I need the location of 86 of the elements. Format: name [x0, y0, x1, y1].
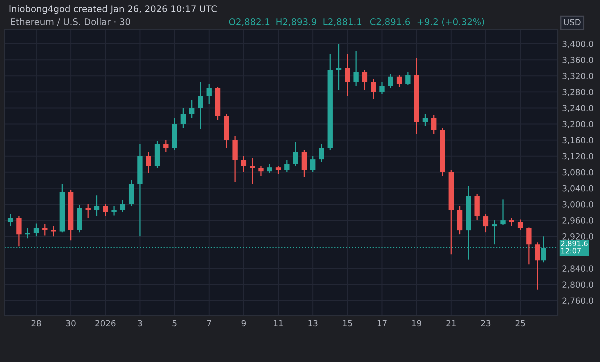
y-tick-label: 3,040.0 — [562, 185, 594, 193]
chart-title: Ethereum / U.S. Dollar · 30 — [11, 18, 130, 26]
x-tick-label: 13 — [308, 320, 318, 327]
candlestick — [250, 158, 256, 185]
x-tick-label: 23 — [481, 320, 491, 327]
candlestick — [164, 140, 169, 153]
x-tick-label: 11 — [274, 320, 284, 326]
x-tick-label: 21 — [446, 320, 456, 326]
candlestick — [293, 142, 298, 167]
text: H2,893.9 — [276, 18, 316, 26]
candlestick — [518, 219, 524, 232]
candlestick — [189, 100, 195, 119]
y-tick-label: 3,120.0 — [562, 153, 594, 160]
text: USD — [564, 19, 581, 26]
candlestick — [241, 156, 247, 173]
candlestick — [34, 223, 40, 238]
y-tick-label: 3,200.0 — [562, 121, 594, 128]
text: L2,881.1 — [324, 18, 362, 26]
candlestick — [345, 54, 350, 97]
candlestick — [535, 242, 540, 290]
x-tick-label: 28 — [32, 320, 42, 327]
candlestick — [42, 224, 48, 236]
y-tick-label: 2,960.0 — [562, 218, 594, 225]
candlestick — [362, 70, 368, 91]
text: lniobong4god created Jan 26, 2026 10:17 UTC — [10, 5, 217, 14]
candlestick — [396, 74, 402, 88]
candlestick — [180, 108, 186, 129]
x-tick-label: 3 — [138, 320, 142, 327]
candlestick — [8, 214, 14, 228]
x-tick-label: 5 — [172, 320, 177, 327]
candlestick — [319, 144, 324, 163]
candlestick — [16, 216, 22, 248]
candlestick — [354, 50, 359, 87]
candlestick — [284, 160, 290, 173]
x-tick-label: 30 — [66, 320, 76, 327]
y-tick-label: 3,080.0 — [562, 169, 594, 177]
y-tick-label: 3,320.0 — [562, 73, 594, 80]
y-tick-label: 2,840.0 — [562, 266, 594, 273]
x-tick-label: 7 — [207, 320, 212, 326]
y-tick-label: 2,800.0 — [562, 282, 594, 289]
candlestick — [422, 114, 428, 127]
candlestick — [406, 72, 411, 86]
candlestick — [310, 156, 316, 173]
candlestick — [198, 82, 204, 130]
candlestick — [103, 204, 108, 218]
candlestick — [380, 82, 385, 95]
candlestick — [86, 204, 91, 220]
text: C2,891.6 — [370, 18, 410, 26]
candlestick — [526, 227, 532, 266]
x-tick-label: 25 — [516, 320, 526, 327]
candlestick — [483, 214, 489, 234]
text: O2,882.1 — [229, 18, 270, 26]
candlestick — [336, 43, 342, 91]
y-tick-label: 3,400.0 — [562, 41, 594, 48]
y-tick-label: 3,240.0 — [562, 105, 594, 112]
candlestick — [146, 152, 152, 174]
candlestick — [232, 136, 238, 183]
candlestick — [206, 84, 212, 105]
candlestick — [51, 226, 56, 238]
candlestick — [302, 150, 308, 178]
candlestick — [94, 195, 100, 218]
candlestick — [474, 194, 480, 222]
candlestick — [388, 74, 394, 89]
candlestick — [128, 180, 134, 208]
y-tick-label: 3,360.0 — [562, 57, 594, 64]
candlestick — [500, 199, 506, 226]
text: +9.2 (+0.32%) — [418, 18, 484, 26]
y-tick-label: 3,280.0 — [562, 89, 594, 96]
candlestick — [457, 206, 463, 236]
x-tick-label: 19 — [412, 320, 422, 327]
x-tick-label: 17 — [378, 320, 387, 326]
candlestick — [371, 78, 376, 100]
candlestick — [154, 140, 160, 169]
candlestick — [432, 114, 437, 135]
y-tick-label: 2,920.0 — [562, 234, 594, 241]
candlestick — [120, 200, 126, 214]
candlestick — [492, 220, 498, 246]
y-tick-label: 3,000.0 — [562, 201, 594, 209]
y-tick-label: 2,760.0 — [562, 298, 594, 305]
x-tick-label: 9 — [242, 320, 246, 327]
x-tick-label: 2026 — [96, 320, 116, 327]
candlestick — [77, 204, 82, 234]
candlestick — [258, 166, 264, 177]
x-tick-label: 15 — [343, 320, 352, 327]
y-tick-label: 3,160.0 — [562, 137, 594, 144]
candlestick — [112, 206, 117, 216]
